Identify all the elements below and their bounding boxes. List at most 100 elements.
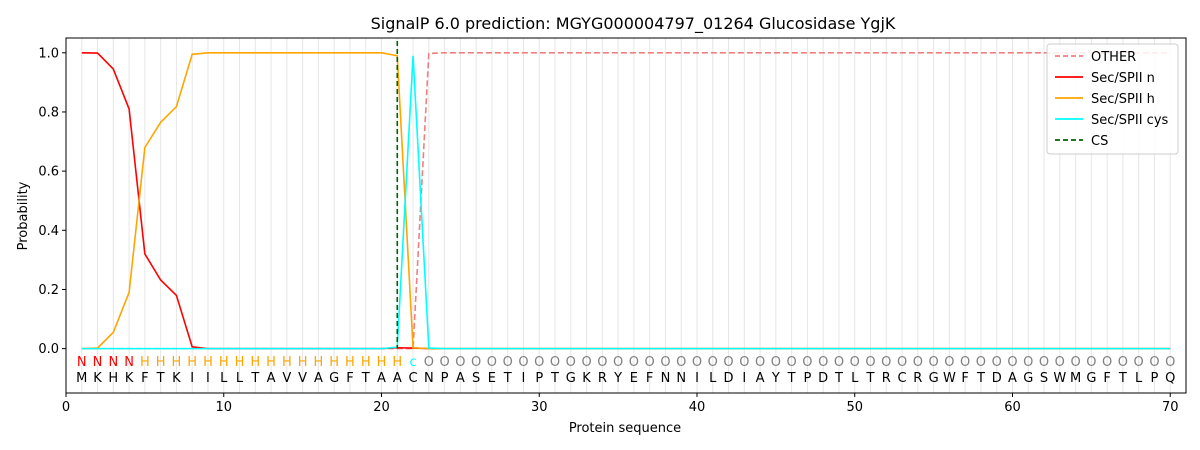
region-label: O <box>787 355 797 370</box>
x-tick-label: 30 <box>531 400 548 415</box>
region-label: H <box>298 355 308 370</box>
region-label: O <box>865 355 875 370</box>
region-label: O <box>960 355 970 370</box>
series-layer <box>81 41 1171 350</box>
axes-frame <box>65 37 1187 394</box>
region-label: O <box>1165 355 1175 370</box>
sequence-residue: K <box>93 371 102 386</box>
sequence-residue: G <box>566 371 576 386</box>
region-label: H <box>235 355 245 370</box>
region-label: H <box>156 355 166 370</box>
region-label: O <box>1134 355 1144 370</box>
region-label: O <box>802 355 812 370</box>
region-label: N <box>108 355 118 370</box>
region-label: H <box>219 355 229 370</box>
sequence-residue: A <box>756 371 765 386</box>
region-label: H <box>377 355 387 370</box>
region-label: H <box>187 355 197 370</box>
sequence-residue: I <box>742 371 746 386</box>
sequence-residue: K <box>125 371 134 386</box>
legend-label: CS <box>1091 134 1108 149</box>
sequence-residue: N <box>661 371 671 386</box>
sequence-residue: F <box>646 371 653 386</box>
sequence-residue: N <box>676 371 686 386</box>
sequence-residue: P <box>535 371 543 386</box>
y-tick-label: 1.0 <box>38 46 59 61</box>
region-label: H <box>282 355 292 370</box>
sequence-residue: T <box>787 371 796 386</box>
x-tick-label: 70 <box>1162 400 1179 415</box>
sequence-residue: F <box>961 371 968 386</box>
y-tick-label: 0.0 <box>38 342 59 357</box>
x-tick-label: 20 <box>373 400 390 415</box>
region-label: O <box>645 355 655 370</box>
region-label: O <box>755 355 765 370</box>
region-label: O <box>518 355 528 370</box>
sequence-residue: T <box>1118 371 1127 386</box>
sequence-residue: K <box>172 371 181 386</box>
region-label: O <box>613 355 623 370</box>
region-label: O <box>1149 355 1159 370</box>
region-label: N <box>77 355 87 370</box>
sequence-residue: R <box>882 371 891 386</box>
sequence-residue: L <box>236 371 244 386</box>
region-label: O <box>739 355 749 370</box>
sequence-residue: M <box>76 371 87 386</box>
region-label: O <box>818 355 828 370</box>
chart-title: SignalP 6.0 prediction: MGYG000004797_01… <box>371 14 896 34</box>
sequence-residue: I <box>695 371 699 386</box>
region-label: O <box>771 355 781 370</box>
sequence-residue: I <box>206 371 210 386</box>
sequence-residue: C <box>409 371 418 386</box>
region-label: H <box>361 355 371 370</box>
series-line-sec-spii-h <box>81 51 1171 350</box>
sequence-residue: F <box>1103 371 1110 386</box>
sequence-residue: P <box>803 371 811 386</box>
sequence-residue: L <box>709 371 717 386</box>
region-label: H <box>250 355 260 370</box>
legend-label: Sec/SPII n <box>1091 71 1155 86</box>
sequence-labels: NMNKNHNKHFHTHKHIHIHLHLHTHAHVHVHAHGHFHTHA… <box>76 355 1175 386</box>
sequence-residue: Y <box>613 371 622 386</box>
x-tick-label: 40 <box>689 400 706 415</box>
region-label: H <box>392 355 402 370</box>
sequence-residue: V <box>282 371 291 386</box>
sequence-residue: T <box>250 371 259 386</box>
sequence-residue: R <box>913 371 922 386</box>
region-label: H <box>345 355 355 370</box>
x-tick-label: 0 <box>62 400 70 415</box>
region-label: O <box>439 355 449 370</box>
region-label: O <box>1039 355 1049 370</box>
sequence-residue: G <box>329 371 339 386</box>
series-line-other <box>81 51 1171 350</box>
sequence-residue: L <box>220 371 228 386</box>
sequence-residue: D <box>992 371 1002 386</box>
sequence-residue: P <box>441 371 449 386</box>
region-label: O <box>660 355 670 370</box>
sequence-residue: D <box>818 371 828 386</box>
sequence-residue: R <box>598 371 607 386</box>
region-label: O <box>534 355 544 370</box>
legend-label: Sec/SPII h <box>1091 92 1155 107</box>
sequence-residue: S <box>1040 371 1048 386</box>
region-label: O <box>897 355 907 370</box>
region-label: H <box>329 355 339 370</box>
region-label: O <box>928 355 938 370</box>
region-label: O <box>471 355 481 370</box>
sequence-residue: M <box>1070 371 1081 386</box>
sequence-residue: Y <box>771 371 780 386</box>
region-label: O <box>676 355 686 370</box>
sequence-residue: T <box>834 371 843 386</box>
sequence-residue: A <box>377 371 386 386</box>
region-label: O <box>881 355 891 370</box>
region-label: O <box>992 355 1002 370</box>
sequence-residue: I <box>522 371 526 386</box>
legend: OTHER Sec/SPII n Sec/SPII h Sec/SPII cys CS <box>1046 43 1179 155</box>
x-tick-label: 60 <box>1004 400 1021 415</box>
sequence-residue: S <box>472 371 480 386</box>
region-label: H <box>140 355 150 370</box>
sequence-residue: I <box>190 371 194 386</box>
sequence-residue: T <box>976 371 985 386</box>
sequence-residue: D <box>724 371 734 386</box>
